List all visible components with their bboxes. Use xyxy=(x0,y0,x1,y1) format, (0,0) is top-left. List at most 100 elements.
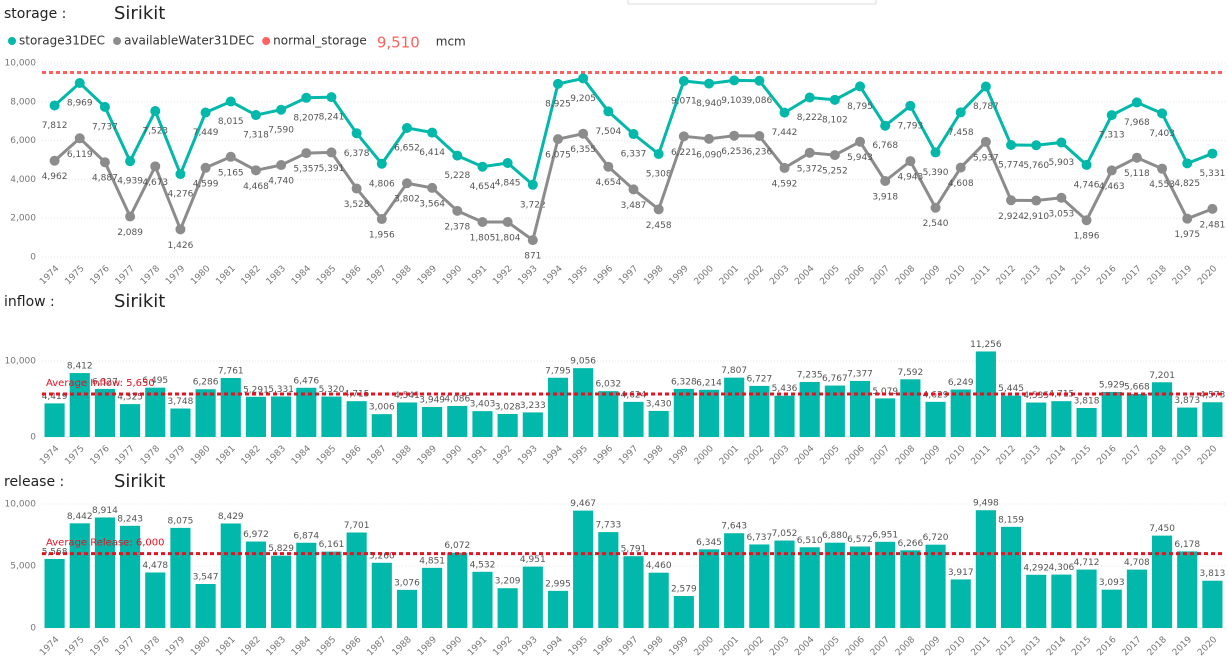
average-label: Average Release: 6,000 xyxy=(46,538,165,549)
data-label: 7,761 xyxy=(218,367,244,377)
data-label: 4,573 xyxy=(1200,391,1226,401)
data-label: 6,236 xyxy=(746,148,772,158)
x-tick-label: 1987 xyxy=(365,635,388,656)
x-tick-label: 1977 xyxy=(114,635,137,656)
data-point xyxy=(829,150,840,161)
data-label: 6,266 xyxy=(897,539,923,549)
data-label: 5,391 xyxy=(319,164,345,174)
data-label: 6,495 xyxy=(142,376,168,386)
x-tick-label: 2012 xyxy=(995,635,1018,656)
bar xyxy=(1000,395,1022,437)
bar xyxy=(170,408,191,437)
x-tick-label: 1983 xyxy=(265,264,288,287)
data-label: 8,207 xyxy=(293,113,319,123)
data-label: 3,918 xyxy=(872,192,898,202)
y-tick-label: 0 xyxy=(30,433,36,443)
data-label: 7,592 xyxy=(897,368,923,378)
x-tick-label: 1994 xyxy=(542,444,565,467)
data-label: 8,429 xyxy=(218,512,244,522)
data-label: 8,159 xyxy=(998,515,1024,525)
x-tick-label: 1977 xyxy=(114,264,137,287)
bar xyxy=(673,388,694,437)
x-tick-label: 1999 xyxy=(667,264,690,287)
data-label: 6,727 xyxy=(746,374,772,384)
data-label: 5,308 xyxy=(646,170,672,180)
data-point xyxy=(1207,148,1218,159)
x-tick-label: 2009 xyxy=(919,635,942,656)
x-tick-label: 1994 xyxy=(542,635,565,656)
data-label: 6,652 xyxy=(394,143,420,153)
data-label: 8,940 xyxy=(696,99,722,109)
data-label: 4,553 xyxy=(1149,180,1175,190)
data-label: 7,733 xyxy=(595,521,621,531)
data-label: 6,337 xyxy=(621,150,647,160)
bar xyxy=(824,385,845,437)
bar xyxy=(1177,551,1198,628)
bar xyxy=(1126,393,1147,437)
data-label: 6,249 xyxy=(948,378,974,388)
bar xyxy=(573,510,594,628)
data-label: 8,969 xyxy=(67,99,93,109)
y-tick-label: 10,000 xyxy=(5,357,37,367)
x-tick-label: 1996 xyxy=(592,444,615,467)
x-tick-label: 2003 xyxy=(768,635,791,656)
data-point xyxy=(1006,195,1017,206)
data-point xyxy=(175,224,186,235)
data-label: 4,712 xyxy=(1074,558,1100,568)
x-tick-label: 2011 xyxy=(970,264,993,287)
x-tick-label: 1988 xyxy=(391,444,414,467)
data-point xyxy=(250,110,261,121)
legend-marker xyxy=(8,37,16,45)
data-label: 2,910 xyxy=(1023,212,1049,222)
x-tick-label: 2000 xyxy=(693,635,716,656)
data-label: 4,708 xyxy=(1124,558,1150,568)
bar xyxy=(648,410,669,437)
bar xyxy=(296,542,317,628)
x-tick-label: 1980 xyxy=(189,264,212,287)
x-tick-label: 2006 xyxy=(844,635,867,656)
data-label: 8,795 xyxy=(847,102,873,112)
bar xyxy=(422,567,443,628)
data-label: 6,178 xyxy=(1174,540,1200,550)
section-label: release : xyxy=(4,474,64,490)
data-label: 4,463 xyxy=(1099,182,1125,192)
bar xyxy=(321,551,342,628)
data-label: 3,006 xyxy=(369,403,395,413)
bar xyxy=(44,558,65,628)
data-point xyxy=(351,128,362,139)
data-label: 7,523 xyxy=(142,127,168,137)
data-point xyxy=(552,78,563,89)
x-tick-label: 1998 xyxy=(642,444,665,467)
data-label: 4,532 xyxy=(470,560,496,570)
x-tick-label: 1980 xyxy=(189,444,212,467)
x-tick-label: 1985 xyxy=(315,264,338,287)
data-label: 5,331 xyxy=(1200,169,1226,179)
bar xyxy=(396,589,418,628)
x-tick-label: 2003 xyxy=(768,264,791,287)
data-label: 4,592 xyxy=(772,179,798,189)
bar xyxy=(346,401,367,437)
x-tick-label: 2005 xyxy=(818,444,841,467)
data-point xyxy=(1031,140,1042,151)
x-tick-label: 2010 xyxy=(944,635,967,656)
data-label: 871 xyxy=(524,252,541,262)
data-point xyxy=(628,129,639,140)
data-point xyxy=(527,179,538,190)
bar xyxy=(598,532,619,628)
bar xyxy=(925,401,946,437)
bar xyxy=(1051,574,1072,628)
x-tick-label: 1987 xyxy=(365,444,388,467)
x-tick-label: 1982 xyxy=(240,264,263,287)
y-tick-label: 4,000 xyxy=(10,175,36,185)
data-point xyxy=(301,148,312,159)
data-label: 7,968 xyxy=(1124,118,1150,128)
bar xyxy=(623,556,644,628)
x-tick-label: 2013 xyxy=(1020,444,1043,467)
bar xyxy=(346,532,367,628)
data-label: 7,812 xyxy=(42,121,68,131)
data-label: 8,442 xyxy=(67,512,93,522)
data-label: 5,774 xyxy=(998,160,1024,170)
x-tick-label: 1979 xyxy=(164,635,187,656)
bar xyxy=(1076,407,1097,437)
data-label: 4,541 xyxy=(394,391,420,401)
